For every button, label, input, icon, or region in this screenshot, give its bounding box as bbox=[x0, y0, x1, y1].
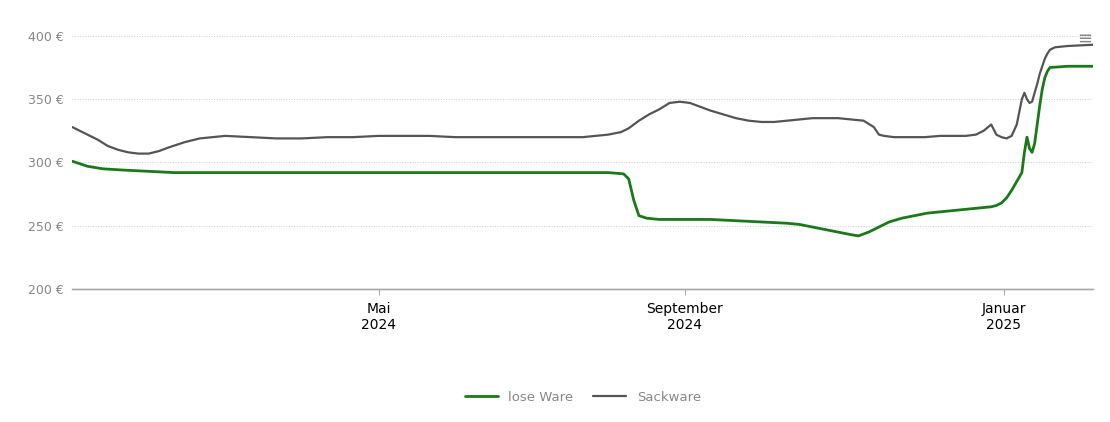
Sackware bbox=[755, 119, 768, 124]
Sackware bbox=[576, 135, 589, 140]
lose Ware bbox=[1043, 65, 1057, 70]
Sackware bbox=[551, 135, 564, 140]
lose Ware bbox=[818, 227, 832, 232]
Sackware bbox=[132, 151, 145, 156]
Sackware bbox=[1087, 42, 1100, 47]
lose Ware bbox=[844, 232, 857, 237]
Sackware bbox=[1041, 51, 1054, 56]
Text: ≡: ≡ bbox=[1077, 30, 1092, 48]
Sackware bbox=[270, 136, 283, 141]
lose Ware bbox=[851, 233, 865, 238]
lose Ware bbox=[1061, 64, 1074, 69]
lose Ware bbox=[622, 176, 635, 181]
Sackware bbox=[615, 130, 628, 135]
lose Ware bbox=[1087, 64, 1100, 69]
Sackware bbox=[65, 124, 79, 130]
Line: lose Ware: lose Ware bbox=[72, 66, 1093, 236]
lose Ware bbox=[633, 213, 646, 218]
lose Ware bbox=[65, 159, 79, 164]
Line: Sackware: Sackware bbox=[72, 45, 1093, 154]
lose Ware bbox=[990, 203, 1003, 208]
Legend: lose Ware, Sackware: lose Ware, Sackware bbox=[460, 386, 706, 409]
